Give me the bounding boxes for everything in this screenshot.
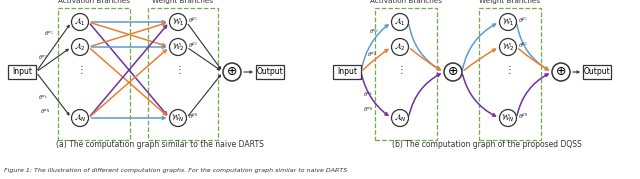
Text: (b) The computation graph of the proposed DQSS: (b) The computation graph of the propose… <box>392 140 582 149</box>
Circle shape <box>170 38 186 55</box>
Text: $\mathcal{A}_1$: $\mathcal{A}_1$ <box>394 16 406 28</box>
Text: $\mathcal{A}_N$: $\mathcal{A}_N$ <box>74 112 86 124</box>
Text: Figure 1: The illustration of different computation graphs. For the computation : Figure 1: The illustration of different … <box>4 168 348 173</box>
Circle shape <box>499 13 516 30</box>
Text: Activation Branches: Activation Branches <box>370 0 442 4</box>
Text: $\theta^{\alpha_1}$: $\theta^{\alpha_1}$ <box>369 28 380 36</box>
Text: (a) The computation graph similar to the naive DARTS: (a) The computation graph similar to the… <box>56 140 264 149</box>
Text: $\mathcal{A}_2$: $\mathcal{A}_2$ <box>74 41 86 53</box>
Text: $\vdots$: $\vdots$ <box>76 62 84 76</box>
Text: $\theta^{\beta_1}$: $\theta^{\beta_1}$ <box>518 15 528 25</box>
Text: Activation Branches: Activation Branches <box>58 0 130 4</box>
Text: $\theta^{\alpha_2}$: $\theta^{\alpha_2}$ <box>367 51 377 59</box>
Circle shape <box>223 63 241 81</box>
Text: $\mathcal{A}_N$: $\mathcal{A}_N$ <box>394 112 406 124</box>
Text: $\theta^{\alpha_k}$: $\theta^{\alpha_k}$ <box>38 94 49 102</box>
Text: $\vdots$: $\vdots$ <box>504 62 512 76</box>
Circle shape <box>72 38 88 55</box>
Bar <box>58 8 130 140</box>
Text: $\oplus$: $\oplus$ <box>556 65 566 78</box>
Text: Output: Output <box>257 67 284 76</box>
Text: Input: Input <box>337 67 357 76</box>
Bar <box>148 8 218 140</box>
Bar <box>256 65 284 79</box>
Circle shape <box>392 110 408 127</box>
Circle shape <box>392 38 408 55</box>
Circle shape <box>170 13 186 30</box>
Text: Output: Output <box>584 67 611 76</box>
Text: $\vdots$: $\vdots$ <box>174 62 182 76</box>
Circle shape <box>72 110 88 127</box>
Text: $\theta^{\alpha_N}$: $\theta^{\alpha_N}$ <box>40 108 51 116</box>
Text: $\oplus$: $\oplus$ <box>447 65 459 78</box>
Circle shape <box>499 110 516 127</box>
Text: $\vdots$: $\vdots$ <box>396 62 404 76</box>
Circle shape <box>72 13 88 30</box>
Bar <box>375 8 437 140</box>
Circle shape <box>444 63 462 81</box>
Text: $\oplus$: $\oplus$ <box>227 65 237 78</box>
Text: $\theta^{\alpha_N}$: $\theta^{\alpha_N}$ <box>363 106 374 114</box>
Text: $\mathcal{W}_2$: $\mathcal{W}_2$ <box>172 41 184 53</box>
Bar <box>8 65 36 79</box>
Text: $\theta^{\alpha_k}$: $\theta^{\alpha_k}$ <box>363 91 374 99</box>
Text: $\theta^{\beta_2}$: $\theta^{\beta_2}$ <box>518 40 527 50</box>
Bar <box>583 65 611 79</box>
Bar <box>479 8 541 140</box>
Text: Input: Input <box>12 67 32 76</box>
Text: $\mathcal{W}_1$: $\mathcal{W}_1$ <box>502 16 514 28</box>
Circle shape <box>499 38 516 55</box>
Bar <box>333 65 361 79</box>
Text: $\mathcal{W}_2$: $\mathcal{W}_2$ <box>502 41 514 53</box>
Text: Weight Branches: Weight Branches <box>479 0 541 4</box>
Text: Weight Branches: Weight Branches <box>152 0 214 4</box>
Circle shape <box>392 13 408 30</box>
Text: $\theta^{\alpha_1}$: $\theta^{\alpha_1}$ <box>44 30 54 38</box>
Text: $\mathcal{A}_2$: $\mathcal{A}_2$ <box>394 41 406 53</box>
Text: $\theta^{\alpha_2}$: $\theta^{\alpha_2}$ <box>38 54 48 62</box>
Text: $\mathcal{W}_N$: $\mathcal{W}_N$ <box>172 112 184 124</box>
Text: $\theta^{\beta_2}$: $\theta^{\beta_2}$ <box>188 40 198 50</box>
Circle shape <box>552 63 570 81</box>
Text: $\theta^{\beta_N}$: $\theta^{\beta_N}$ <box>518 111 528 121</box>
Text: $\theta^{\beta_N}$: $\theta^{\beta_N}$ <box>188 111 198 121</box>
Circle shape <box>170 110 186 127</box>
Text: $\mathcal{A}_1$: $\mathcal{A}_1$ <box>74 16 86 28</box>
Text: $\mathcal{W}_1$: $\mathcal{W}_1$ <box>172 16 184 28</box>
Text: $\theta^{\beta_1}$: $\theta^{\beta_1}$ <box>188 15 198 25</box>
Text: $\mathcal{W}_N$: $\mathcal{W}_N$ <box>501 112 515 124</box>
